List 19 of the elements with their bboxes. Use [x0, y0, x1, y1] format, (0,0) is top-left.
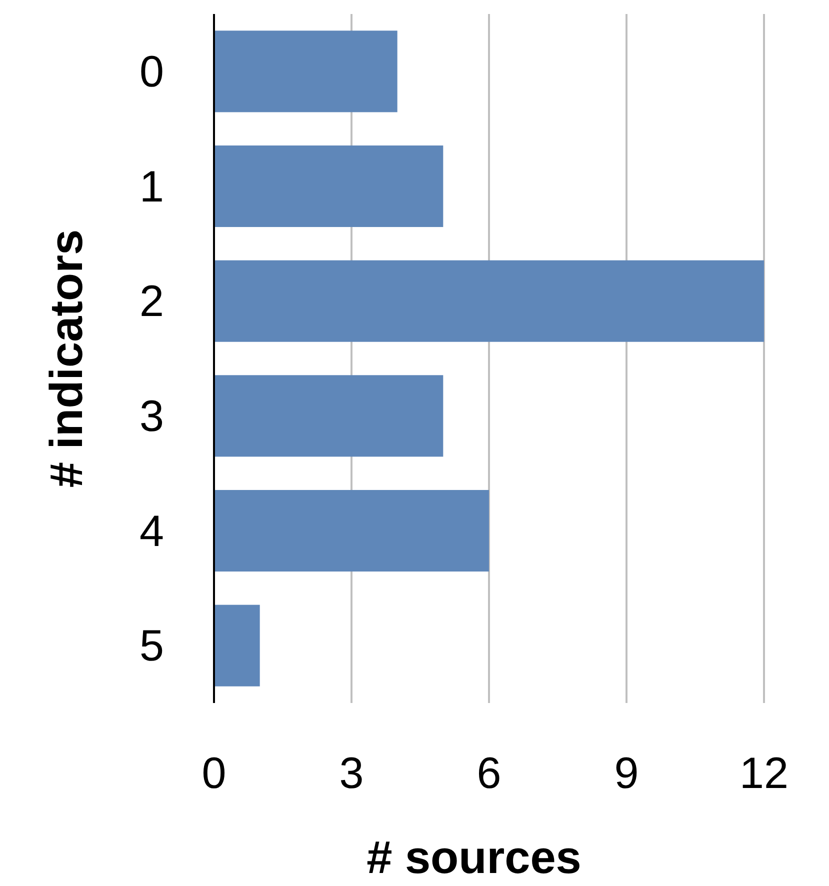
bar [214, 375, 444, 457]
y-tick-label: 2 [140, 277, 164, 326]
y-tick-label: 1 [140, 162, 164, 212]
bar [214, 260, 764, 342]
bar [214, 604, 260, 686]
y-tick-label: 4 [140, 506, 164, 556]
x-tick-label: 0 [202, 749, 226, 798]
x-tick-label: 9 [614, 749, 639, 798]
bar [214, 490, 489, 572]
y-tick-label: 5 [140, 622, 164, 671]
x-tick-label: 3 [339, 749, 364, 798]
y-axis-title: # indicators [40, 229, 92, 488]
x-axis-title: # sources [366, 831, 582, 883]
bar [214, 145, 444, 228]
y-tick-label: 3 [140, 392, 164, 441]
x-tick-label: 12 [740, 749, 788, 798]
bar [214, 30, 398, 112]
y-tick-label: 0 [140, 47, 164, 96]
x-tick-label: 6 [476, 749, 502, 798]
